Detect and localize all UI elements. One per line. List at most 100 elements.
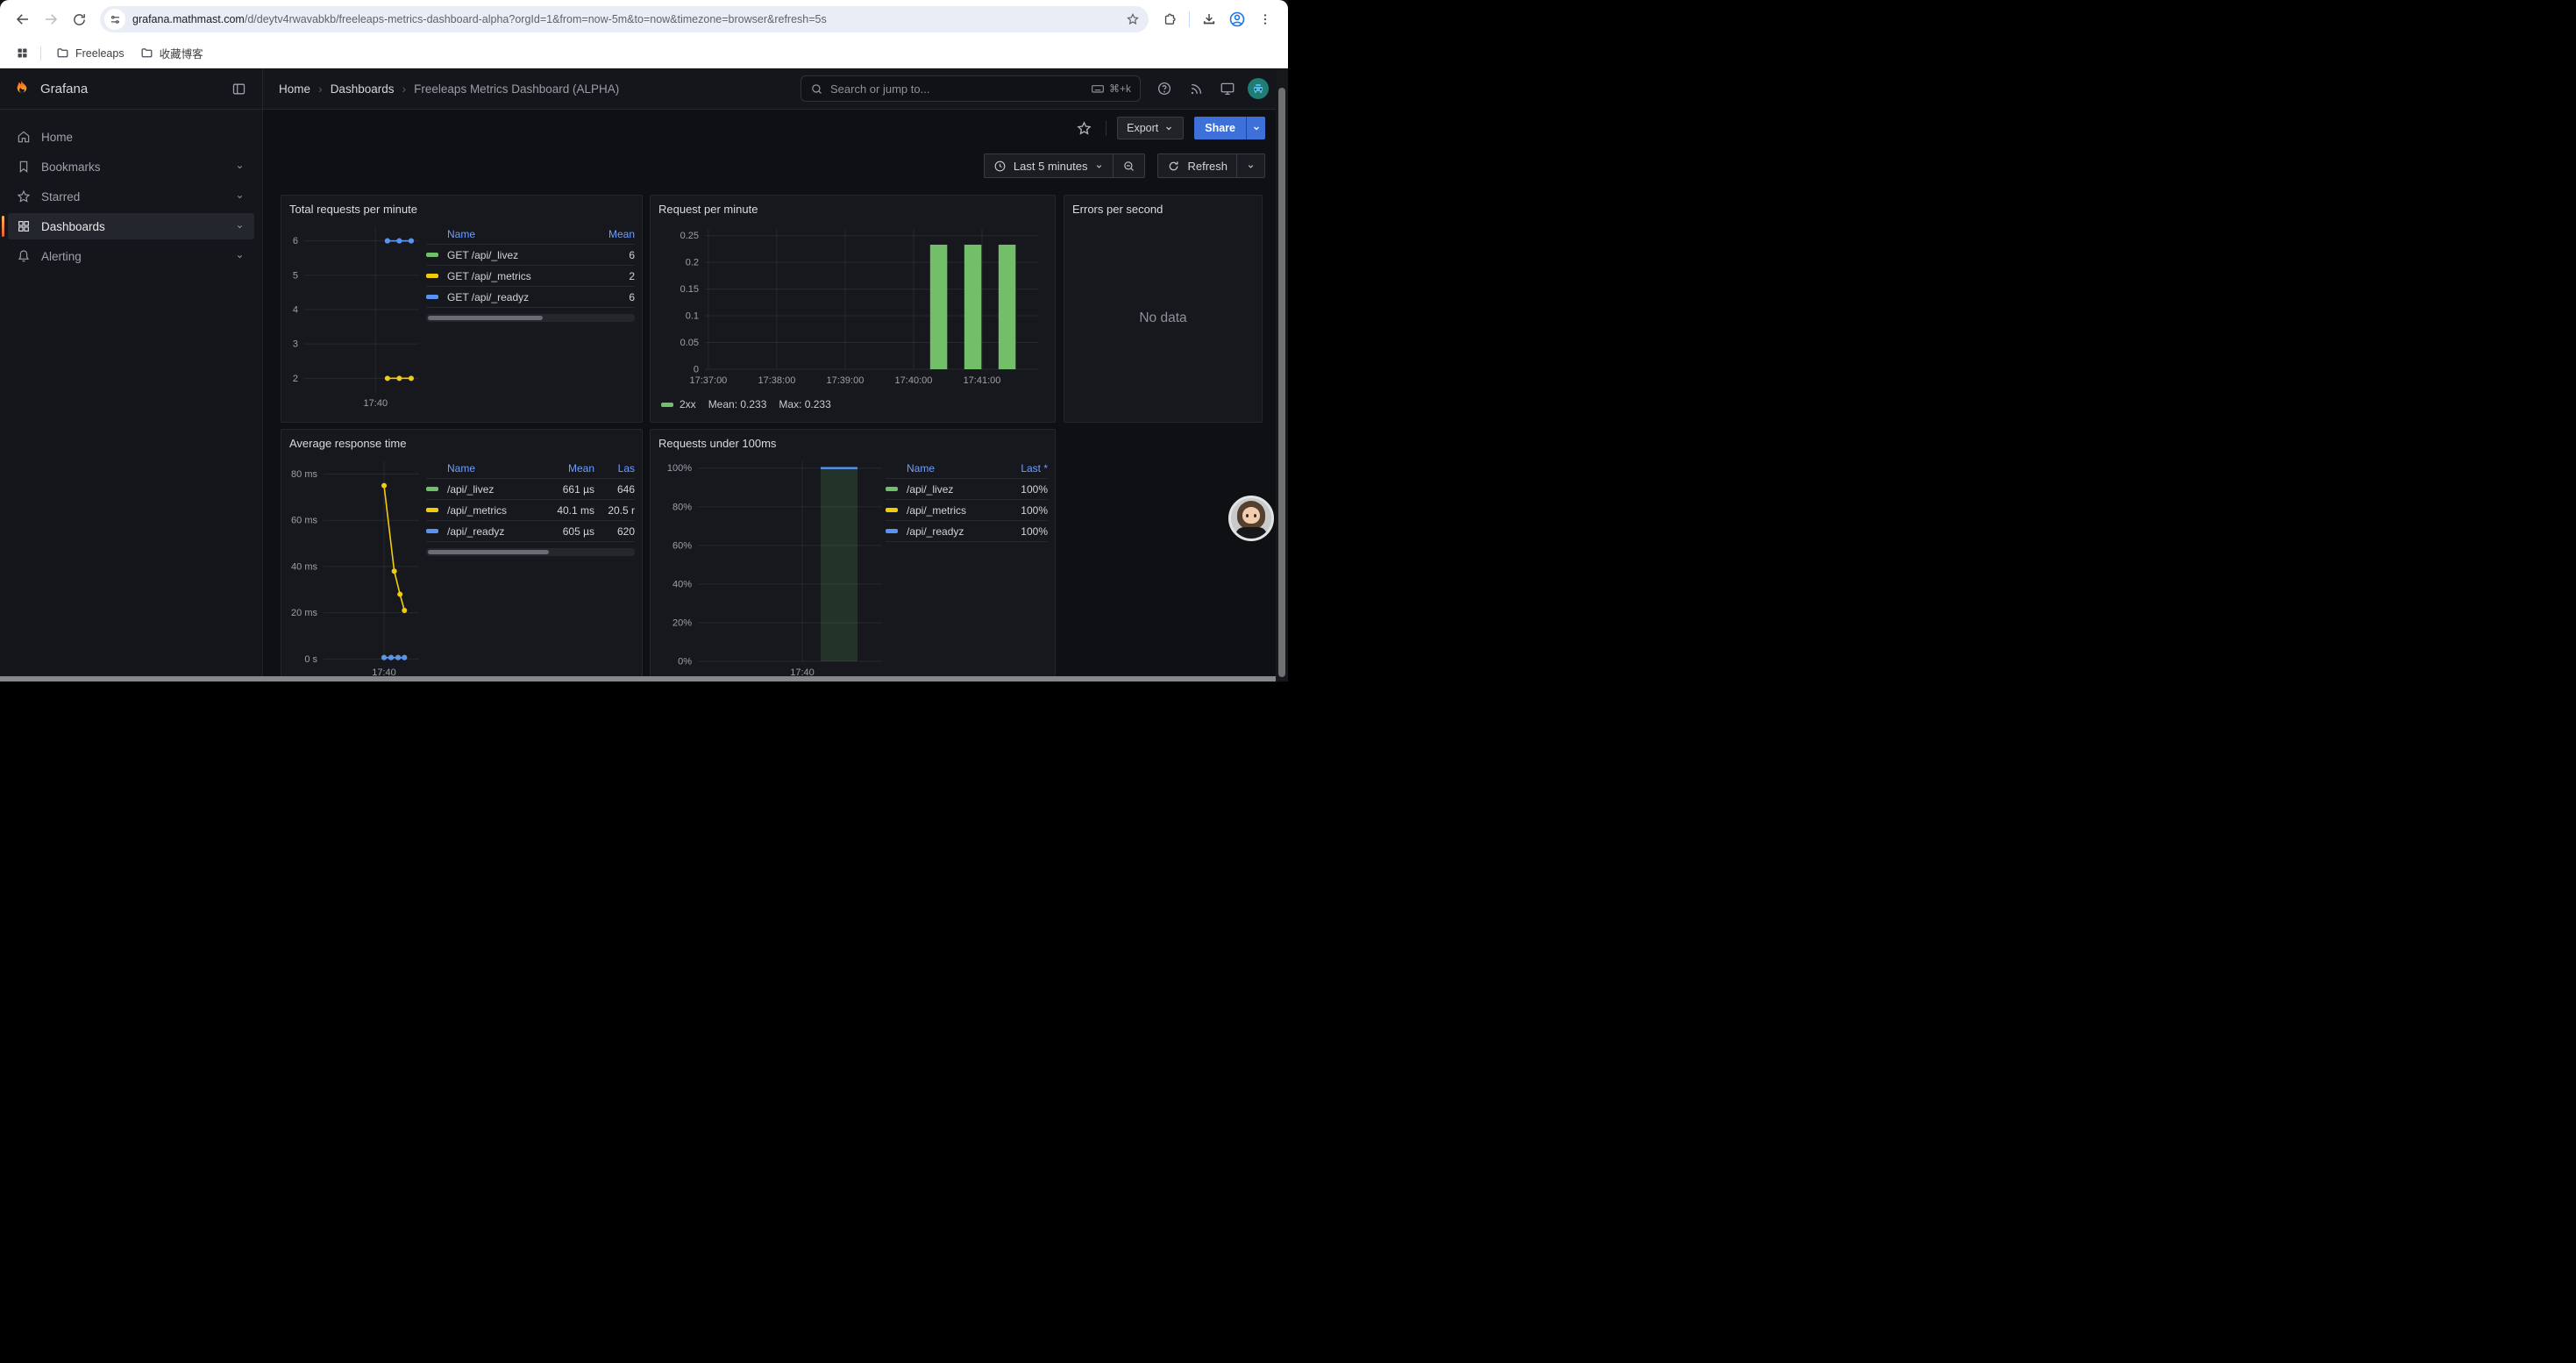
- series-name[interactable]: /api/_metrics: [447, 504, 538, 517]
- series-name[interactable]: GET /api/_livez: [447, 249, 591, 261]
- folder-icon: [56, 46, 69, 60]
- panel-title[interactable]: Requests under 100ms: [651, 430, 1055, 456]
- url-bar[interactable]: grafana.mathmast.com/d/deytv4rwavabkb/fr…: [100, 6, 1149, 32]
- svg-text:17:39:00: 17:39:00: [827, 375, 865, 386]
- legend-row[interactable]: /api/_metrics100%: [886, 500, 1048, 521]
- legend-header-cell[interactable]: Last *: [1000, 462, 1048, 475]
- reload-icon[interactable]: [65, 5, 93, 33]
- svg-text:17:38:00: 17:38:00: [758, 375, 796, 386]
- bookmark-folder-freeleaps[interactable]: Freeleaps: [48, 43, 132, 63]
- bookmark-folder-blogs[interactable]: 收藏博客: [132, 41, 211, 65]
- request-per-minute-chart[interactable]: 00.050.10.150.20.2517:37:0017:38:0017:39…: [658, 222, 1048, 394]
- panel-title[interactable]: Errors per second: [1064, 196, 1262, 222]
- legend-row[interactable]: GET /api/_livez 6: [426, 245, 635, 266]
- sidebar-item-home[interactable]: Home: [8, 124, 254, 150]
- panel-title[interactable]: Total requests per minute: [281, 196, 642, 222]
- series-value: 40.1 ms: [544, 504, 594, 517]
- org-avatar[interactable]: [1248, 78, 1269, 99]
- legend-header-cell[interactable]: Las: [600, 462, 635, 475]
- apps-grid-icon[interactable]: [11, 42, 33, 65]
- series-name[interactable]: /api/_livez: [447, 483, 538, 496]
- series-value: 620: [600, 525, 635, 538]
- legend-row[interactable]: /api/_metrics40.1 ms20.5 r: [426, 500, 635, 521]
- time-range-picker[interactable]: Last 5 minutes: [985, 154, 1114, 177]
- chevron-down-icon[interactable]: [234, 251, 246, 262]
- search-input[interactable]: Search or jump to... ⌘+k: [801, 75, 1141, 102]
- sidebar-item-starred[interactable]: Starred: [8, 183, 254, 210]
- svg-text:100%: 100%: [667, 463, 692, 474]
- legend-row[interactable]: /api/_readyz100%: [886, 521, 1048, 542]
- site-settings-icon[interactable]: [104, 9, 125, 30]
- monitor-icon[interactable]: [1216, 77, 1239, 100]
- forward-icon[interactable]: [37, 5, 65, 33]
- legend-scrollbar[interactable]: [426, 548, 635, 556]
- legend-header-cell[interactable]: Name: [907, 462, 995, 475]
- svg-text:0%: 0%: [678, 657, 692, 667]
- chevron-down-icon[interactable]: [234, 161, 246, 173]
- legend-row[interactable]: GET /api/_metrics2: [426, 266, 635, 287]
- panel-requests-under-100ms: Requests under 100ms 0%20%40%60%80%100%1…: [650, 429, 1056, 682]
- sidebar-item-label: Dashboards: [41, 220, 105, 233]
- svg-text:0.05: 0.05: [680, 338, 699, 348]
- legend-row[interactable]: /api/_livez100%: [886, 479, 1048, 500]
- series-name[interactable]: 2xx: [680, 398, 696, 410]
- extensions-icon[interactable]: [1156, 5, 1184, 33]
- total-requests-chart[interactable]: 2345617:40: [288, 222, 426, 415]
- download-icon[interactable]: [1195, 5, 1223, 33]
- series-value: 6: [596, 249, 635, 261]
- series-name[interactable]: /api/_livez: [907, 483, 995, 496]
- help-icon[interactable]: [1153, 77, 1176, 100]
- zoom-out-button[interactable]: [1113, 154, 1144, 177]
- vertical-scrollbar[interactable]: [1276, 68, 1288, 682]
- panel-title[interactable]: Request per minute: [651, 196, 1055, 222]
- panel-title[interactable]: Average response time: [281, 430, 642, 456]
- sidebar-item-dashboards[interactable]: Dashboards: [8, 213, 254, 239]
- chevron-down-icon[interactable]: [234, 221, 246, 232]
- legend-table: Name Mean GET /api/_livez 6 GET /api/_metric…: [426, 222, 635, 415]
- horizontal-scrollbar[interactable]: [0, 676, 1276, 682]
- export-button[interactable]: Export: [1117, 117, 1184, 139]
- share-button[interactable]: Share: [1194, 117, 1246, 139]
- share-menu-button[interactable]: [1246, 117, 1265, 139]
- search-shortcut: ⌘+k: [1091, 82, 1131, 96]
- news-rss-icon[interactable]: [1185, 77, 1207, 100]
- dock-sidebar-icon[interactable]: [227, 77, 250, 100]
- legend-header-cell[interactable]: Mean: [544, 462, 594, 475]
- svg-text:0: 0: [694, 365, 699, 375]
- series-swatch: [426, 508, 438, 512]
- breadcrumb-home[interactable]: Home: [279, 82, 310, 96]
- svg-text:60%: 60%: [672, 540, 692, 551]
- grafana-logo[interactable]: [12, 79, 32, 98]
- menu-dots-icon[interactable]: [1251, 5, 1279, 33]
- legend-header-cell[interactable]: Name: [447, 462, 538, 475]
- refresh-interval-button[interactable]: [1236, 154, 1264, 177]
- sidebar-item-bookmarks[interactable]: Bookmarks: [8, 153, 254, 180]
- legend-scrollbar[interactable]: [426, 314, 635, 322]
- legend-row[interactable]: GET /api/_readyz6: [426, 287, 635, 308]
- bookmark-star-icon[interactable]: [1121, 8, 1144, 31]
- horizontal-scrollbar-thumb[interactable]: [0, 676, 1276, 682]
- legend-header-cell[interactable]: Mean: [596, 228, 635, 240]
- back-icon[interactable]: [9, 5, 37, 33]
- series-value: 646: [600, 483, 635, 496]
- series-name[interactable]: GET /api/_metrics: [447, 270, 591, 282]
- star-dashboard-icon[interactable]: [1072, 117, 1095, 139]
- series-name[interactable]: /api/_metrics: [907, 504, 995, 517]
- series-name[interactable]: GET /api/_readyz: [447, 291, 591, 303]
- chevron-down-icon[interactable]: [234, 191, 246, 203]
- sidebar-item-alerting[interactable]: Alerting: [8, 243, 254, 269]
- browser-toolbar: grafana.mathmast.com/d/deytv4rwavabkb/fr…: [0, 0, 1288, 39]
- series-name[interactable]: /api/_readyz: [907, 525, 995, 538]
- average-response-time-chart[interactable]: 0 s20 ms40 ms60 ms80 ms17:40: [288, 456, 426, 682]
- panel-errors-per-second: Errors per second No data: [1064, 195, 1263, 423]
- legend-row[interactable]: /api/_livez661 µs646: [426, 479, 635, 500]
- profile-icon[interactable]: [1223, 5, 1251, 33]
- legend-header-cell[interactable]: Name: [447, 228, 591, 240]
- legend-row[interactable]: /api/_readyz605 µs620: [426, 521, 635, 542]
- floating-avatar[interactable]: [1228, 496, 1274, 541]
- refresh-button[interactable]: Refresh: [1158, 154, 1236, 177]
- breadcrumb-dashboards[interactable]: Dashboards: [331, 82, 395, 96]
- requests-under-100ms-chart[interactable]: 0%20%40%60%80%100%17:40: [658, 456, 886, 682]
- vertical-scrollbar-thumb[interactable]: [1278, 88, 1285, 677]
- series-name[interactable]: /api/_readyz: [447, 525, 538, 538]
